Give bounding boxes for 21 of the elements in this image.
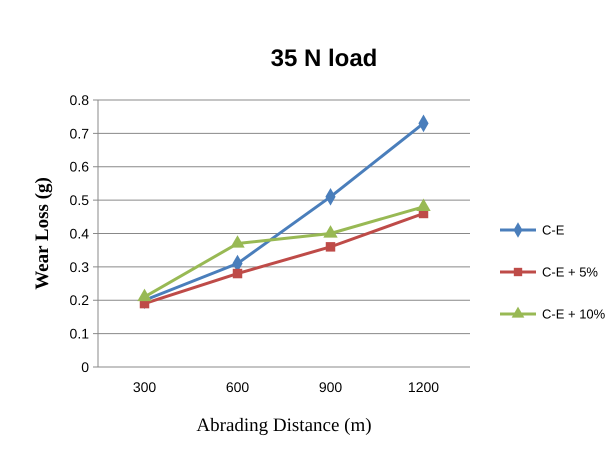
- legend-label: C-E + 5%: [542, 264, 598, 280]
- y-tick-label: 0.1: [70, 326, 90, 342]
- point: [326, 242, 336, 252]
- x-axis-title: Abrading Distance (m): [196, 415, 372, 436]
- y-tick-label: 0.2: [70, 292, 90, 308]
- legend-label: C-E + 10%: [542, 306, 606, 322]
- point: [232, 268, 242, 278]
- y-tick-label: 0.6: [70, 158, 90, 175]
- chart-title: 35 N load: [270, 45, 378, 72]
- x-tick-label: 900: [318, 379, 342, 395]
- x-tick-label: 1200: [408, 379, 440, 395]
- y-tick-label: 0.7: [70, 125, 90, 142]
- x-tick-label: 300: [132, 379, 156, 395]
- y-tick-label: 0.5: [70, 192, 90, 208]
- y-axis-title: Wear Loss (g): [32, 177, 53, 290]
- y-tick-label: 0.8: [70, 92, 90, 108]
- y-tick-label: 0: [81, 358, 90, 375]
- legend-label: C-E: [542, 222, 565, 238]
- y-tick-label: 0.4: [70, 225, 90, 242]
- y-tick-label: 0.3: [70, 258, 90, 275]
- x-tick-label: 600: [226, 379, 250, 395]
